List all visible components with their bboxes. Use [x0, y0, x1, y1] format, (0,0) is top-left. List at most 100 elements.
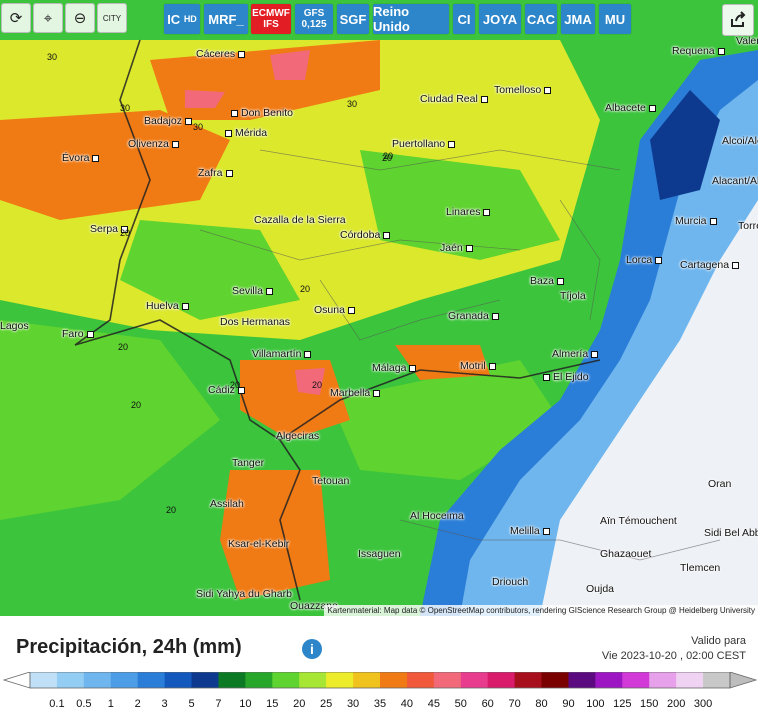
scale-swatch: [353, 672, 381, 688]
info-icon[interactable]: i: [302, 639, 322, 659]
scale-swatch: [433, 672, 462, 688]
city-label: Tíjola: [560, 290, 586, 302]
scale-tick-label: 7: [215, 698, 222, 710]
scale-tick-label: 90: [562, 698, 575, 710]
model-gfs-sub: 0,125: [301, 19, 327, 30]
city-label: Ciudad Real: [420, 93, 491, 105]
scale-swatch: [514, 672, 543, 688]
scale-swatch: [595, 672, 623, 688]
scale-min-arrow: [2, 672, 31, 689]
city-toggle-button[interactable]: CITY: [97, 3, 127, 33]
scale-tick-label: 0.5: [76, 698, 92, 710]
scale-max-arrow: [729, 672, 758, 689]
contour-label: 20: [383, 151, 394, 161]
scale-swatch: [541, 672, 569, 688]
city-label: Faro: [62, 328, 97, 340]
model-ecmwf-label: ECMWF: [252, 8, 290, 19]
city-label: Mérida: [222, 127, 267, 139]
city-label: Puertollano: [392, 138, 458, 150]
contour-label: 30: [347, 99, 358, 109]
scale-tick-label: 45: [427, 698, 440, 710]
scale-swatch: [83, 672, 112, 688]
city-label: Marbella: [330, 387, 383, 399]
city-label: Don Benito: [228, 107, 293, 119]
model-ic-sub: HD: [183, 14, 197, 24]
location-icon[interactable]: ⌖: [33, 3, 63, 33]
scale-tick-label: 70: [508, 698, 521, 710]
city-label: Lorca: [626, 254, 665, 266]
city-label: Sidi Bel Abbès: [704, 527, 758, 539]
scale-swatch: [380, 672, 408, 688]
model-jma-button[interactable]: JMA: [561, 4, 595, 34]
legend-title: Precipitación, 24h (mm): [16, 636, 242, 658]
model-ic-button[interactable]: IC HD: [164, 4, 200, 34]
refresh-icon[interactable]: ⟳: [1, 3, 31, 33]
city-label: Linares: [446, 206, 493, 218]
city-label: Cartagena: [680, 259, 742, 271]
model-sgf-button[interactable]: SGF: [337, 4, 369, 34]
contour-label: 20: [312, 380, 323, 390]
city-label: Ghazaouet: [600, 548, 652, 560]
city-label: Algeciras: [276, 430, 320, 442]
model-ecmwf-button[interactable]: ECMWF IFS: [251, 4, 291, 34]
scale-swatch: [649, 672, 677, 688]
model-sgf-label: SGF: [339, 11, 367, 27]
city-label: Almería: [552, 348, 601, 360]
city-label: Ksar-el-Kebir: [228, 538, 290, 550]
city-label: Sidi Yahya du Gharb: [196, 588, 292, 600]
model-ci-label: CI: [457, 11, 471, 27]
model-jma-label: JMA: [564, 11, 592, 27]
scale-frame: [29, 672, 731, 689]
city-label: Driouch: [492, 576, 529, 588]
model-mu-button[interactable]: MU: [599, 4, 631, 34]
city-label: Oujda: [586, 583, 615, 595]
scale-tick-label: 25: [320, 698, 333, 710]
scale-tick-label: 125: [613, 698, 632, 710]
city-label: Cádiz: [208, 384, 248, 396]
model-cac-button[interactable]: CAC: [525, 4, 557, 34]
contour-label: 20: [300, 284, 311, 294]
share-icon: [731, 11, 746, 27]
model-mu-label: MU: [604, 11, 626, 27]
valid-value: Vie 2023-10-20 , 02:00 CEST: [601, 650, 746, 662]
contour-label: 30: [47, 52, 58, 62]
scale-tick-label: 3: [161, 698, 168, 710]
contour-label: 30: [193, 122, 204, 132]
scale-swatch: [245, 672, 273, 688]
city-label: Cáceres: [196, 48, 248, 60]
city-label: Jaén: [440, 242, 476, 254]
model-reino-unido-button[interactable]: Reino Unido: [373, 4, 449, 34]
city-label: El Ejido: [540, 371, 589, 383]
city-label: Huelva: [146, 300, 192, 312]
city-label: Alcoi/Alcoy: [722, 135, 758, 147]
city-label: Granada: [448, 310, 502, 322]
valid-label: Valido para: [691, 635, 746, 647]
city-label: Tetouan: [312, 475, 350, 487]
model-joya-button[interactable]: JOYA: [479, 4, 521, 34]
model-reino-unido-label: Reino Unido: [373, 4, 410, 34]
scale-tick-label: 2: [134, 698, 141, 710]
city-label: Baza: [530, 275, 567, 287]
scale-tick-label: 50: [454, 698, 467, 710]
scale-tick-label: 100: [586, 698, 605, 710]
zoom-icon[interactable]: ⊖: [65, 3, 95, 33]
model-gfs-button[interactable]: GFS 0,125: [295, 4, 333, 34]
city-label: Málaga: [372, 362, 419, 374]
contour-label: 20: [118, 342, 129, 352]
city-label: Zafra: [198, 167, 236, 179]
city-label: Requena: [672, 45, 728, 57]
city-label: Sevilla: [232, 285, 276, 297]
precipitation-map[interactable]: ⟳ ⌖ ⊖ CITY IC HD MRF_ ECMWF IFS GFS 0,125 …: [0, 0, 758, 616]
scale-swatch: [703, 672, 731, 688]
model-mrf-button[interactable]: MRF_: [204, 4, 248, 34]
scale-swatch: [56, 672, 85, 688]
contour-label: 20: [131, 400, 142, 410]
contour-label: 20: [230, 380, 241, 390]
scale-tick-label: 40: [400, 698, 414, 710]
contour-label: 20: [120, 228, 131, 238]
share-button[interactable]: [722, 4, 754, 36]
city-label: Cazalla de la Sierra: [254, 214, 346, 226]
city-label: Lagos: [0, 320, 29, 332]
scale-tick-label: 150: [640, 698, 659, 710]
model-ci-button[interactable]: CI: [453, 4, 475, 34]
